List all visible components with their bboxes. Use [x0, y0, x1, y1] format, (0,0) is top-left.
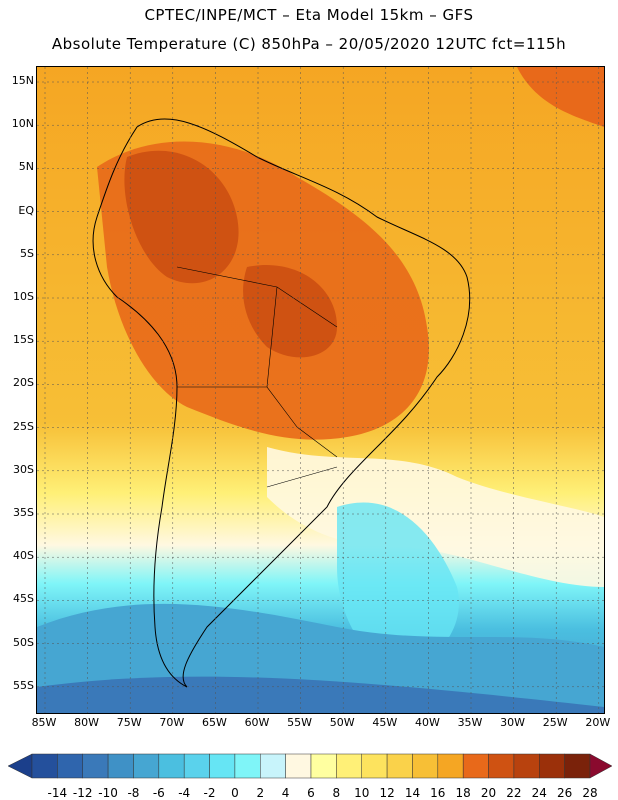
lat-tick-label: 45S — [13, 592, 34, 606]
hot-core-region-2 — [243, 265, 337, 358]
colorbar-swatch — [260, 753, 286, 779]
colorbar-swatch — [209, 753, 236, 779]
lat-tick-label: EQ — [18, 203, 34, 217]
lon-tick-label: 65W — [201, 716, 227, 729]
colorbar-tick-label: 28 — [582, 786, 598, 800]
lon-tick-label: 50W — [329, 716, 355, 729]
lon-tick-label: 70W — [159, 716, 185, 729]
lat-tick-label: 5S — [20, 246, 34, 260]
colorbar-tick-label: 10 — [354, 786, 370, 800]
continent-outline — [92, 118, 471, 688]
lat-tick-label: 5N — [18, 160, 34, 174]
colorbar-swatch — [183, 753, 210, 779]
colorbar-tick-label: 0 — [231, 786, 239, 800]
lat-tick-label: 25S — [13, 419, 34, 433]
colorbar-tick-label: -2 — [203, 786, 216, 800]
lon-tick-label: 60W — [244, 716, 270, 729]
colorbar-min-arrow — [7, 753, 33, 779]
lat-tick-label: 40S — [13, 549, 34, 563]
colorbar — [7, 753, 613, 779]
colorbar-swatch — [285, 753, 312, 779]
map-title: CPTEC/INPE/MCT – Eta Model 15km – GFS — [144, 6, 474, 24]
lon-tick-label: 30W — [500, 716, 526, 729]
colorbar-tick-label: 20 — [480, 786, 497, 800]
colorbar-swatch — [564, 753, 591, 779]
cool-band — [267, 447, 604, 587]
lon-tick-label: 25W — [542, 716, 568, 729]
colorbar-swatch — [462, 753, 489, 779]
coldest-south-region — [37, 676, 604, 713]
colorbar-swatch — [437, 753, 464, 779]
colorbar-tick-label: -6 — [152, 786, 165, 800]
colorbar-tick-label: -12 — [72, 786, 93, 800]
colorbar-tick-label: 26 — [556, 786, 573, 800]
colorbar-swatch — [107, 753, 134, 779]
colorbar-swatch — [336, 753, 362, 779]
colorbar-swatch — [234, 753, 261, 779]
colorbar-tick-label: -4 — [178, 786, 191, 800]
lat-tick-label: 30S — [13, 462, 34, 476]
colorbar-swatch — [82, 753, 109, 779]
lat-tick-label: 50S — [13, 635, 34, 649]
lon-tick-label: 35W — [457, 716, 483, 729]
colorbar-swatch — [488, 753, 515, 779]
colorbar-tick-label: 12 — [379, 786, 395, 800]
colorbar-tick-label: -14 — [47, 786, 68, 800]
colorbar-max-arrow — [589, 753, 613, 779]
colorbar-swatch — [158, 753, 185, 779]
colorbar-swatch — [31, 753, 58, 779]
colorbar-tick-label: 16 — [430, 786, 446, 800]
colorbar-tick-label: 22 — [506, 786, 522, 800]
colorbar-swatch — [57, 753, 83, 779]
lat-tick-label: 35S — [13, 506, 34, 519]
colorbar-tick-label: 24 — [531, 786, 547, 800]
colorbar-tick-label: -8 — [127, 786, 140, 800]
lat-tick-label: 10N — [11, 117, 34, 131]
hot-core-region — [124, 150, 239, 284]
lon-tick-label: 40W — [414, 716, 440, 729]
lon-tick-label: 80W — [74, 716, 100, 729]
lon-tick-label: 55W — [287, 716, 313, 729]
colorbar-swatch — [513, 753, 540, 779]
lon-tick-label: 85W — [31, 716, 57, 729]
lat-tick-label: 15S — [13, 333, 34, 347]
colorbar-tick-label: 4 — [281, 786, 290, 800]
colorbar-tick-label: 18 — [455, 786, 471, 800]
colorbar-tick-label: 6 — [307, 786, 315, 800]
lon-tick-label: 45W — [372, 716, 398, 729]
colorbar-tick-label: 2 — [256, 786, 265, 800]
colorbar-swatch — [412, 753, 439, 779]
lat-tick-label: 20S — [13, 376, 34, 390]
lat-tick-label: 15N — [11, 74, 34, 87]
colorbar-swatch — [539, 753, 565, 779]
lat-tick-label: 55S — [13, 678, 34, 692]
temperature-map — [36, 66, 605, 714]
colorbar-tick-label: 8 — [332, 786, 341, 800]
map-subtitle: Absolute Temperature (C) 850hPa – 20/05/… — [51, 35, 567, 53]
lat-tick-label: 10S — [13, 290, 34, 303]
colorbar-swatch — [133, 753, 160, 779]
colorbar-swatch — [386, 753, 413, 779]
country-borders — [176, 266, 338, 488]
lon-tick-label: 75W — [116, 716, 142, 729]
colorbar-swatch — [361, 753, 388, 779]
colorbar-swatch — [310, 753, 337, 779]
lon-tick-label: 20W — [585, 716, 611, 729]
colorbar-tick-label: 14 — [404, 786, 421, 800]
colorbar-tick-label: -10 — [98, 786, 118, 800]
